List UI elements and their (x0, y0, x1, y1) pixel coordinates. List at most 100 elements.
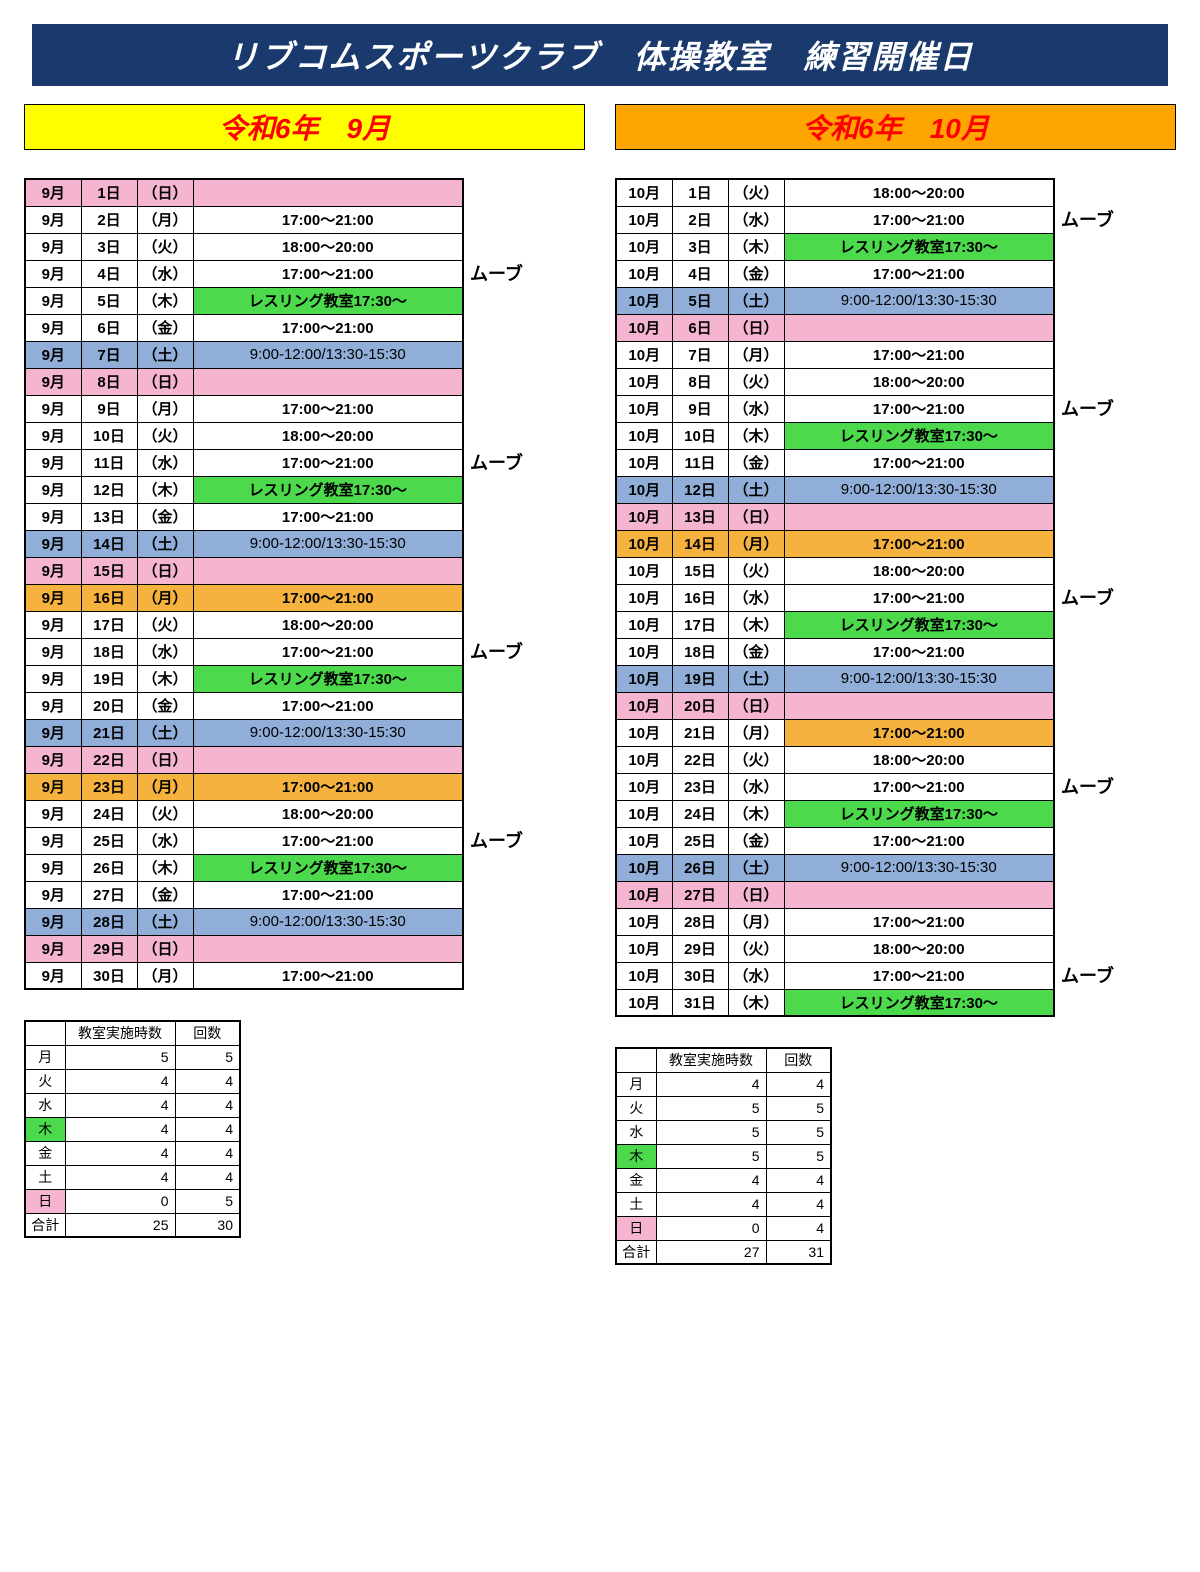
cell-time: 18:00～20:00 (784, 557, 1054, 584)
calendar-row: 10月14日（月）17:00～21:00 (616, 530, 1054, 557)
calendar-row: 9月4日（水）17:00～21:00 (25, 260, 463, 287)
cell-day: 29日 (672, 935, 728, 962)
cell-weekday: （日） (728, 314, 784, 341)
cell-time: 17:00～21:00 (784, 962, 1054, 989)
side-label (1061, 826, 1114, 853)
cell-weekday: （火） (137, 422, 193, 449)
cell-time: 18:00～20:00 (193, 800, 463, 827)
summary-total-row: 合計2731 (616, 1240, 831, 1264)
cell-weekday: （月） (137, 584, 193, 611)
cell-day: 23日 (672, 773, 728, 800)
side-labels: ムーブムーブムーブムーブムーブ (1055, 178, 1114, 1015)
cell-time (193, 935, 463, 962)
calendar-row: 10月15日（火）18:00～20:00 (616, 557, 1054, 584)
cell-month: 9月 (25, 287, 81, 314)
cell-weekday: （水） (137, 638, 193, 665)
cell-day: 9日 (81, 395, 137, 422)
cell-time: 17:00～21:00 (193, 584, 463, 611)
cell-weekday: （日） (137, 935, 193, 962)
cell-time: レスリング教室17:30～ (784, 989, 1054, 1016)
cell-month: 10月 (616, 341, 672, 368)
side-label (1061, 907, 1114, 934)
side-label (470, 664, 523, 691)
summary-hours: 4 (65, 1093, 175, 1117)
cell-weekday: （土） (137, 719, 193, 746)
summary-count: 5 (766, 1144, 831, 1168)
cell-month: 9月 (25, 827, 81, 854)
side-label: ムーブ (470, 826, 523, 853)
cell-weekday: （火） (728, 368, 784, 395)
cell-time (784, 881, 1054, 908)
cell-month: 9月 (25, 395, 81, 422)
cell-time (193, 557, 463, 584)
side-label (1061, 880, 1114, 907)
cell-weekday: （土） (728, 476, 784, 503)
cell-time: 9:00-12:00/13:30-15:30 (193, 908, 463, 935)
cell-time (784, 503, 1054, 530)
cell-time: 17:00～21:00 (193, 503, 463, 530)
cell-month: 10月 (616, 881, 672, 908)
summary-hours: 4 (65, 1141, 175, 1165)
summary-hours: 4 (65, 1117, 175, 1141)
side-label (470, 772, 523, 799)
cell-month: 10月 (616, 584, 672, 611)
calendar-row: 10月9日（水）17:00～21:00 (616, 395, 1054, 422)
cell-time: 17:00～21:00 (193, 827, 463, 854)
cell-time: 17:00～21:00 (193, 638, 463, 665)
cell-weekday: （水） (137, 260, 193, 287)
side-label (1061, 745, 1114, 772)
summary-total-count: 30 (175, 1213, 240, 1237)
side-label (470, 502, 523, 529)
cell-day: 16日 (672, 584, 728, 611)
calendar-row: 9月26日（木）レスリング教室17:30～ (25, 854, 463, 881)
calendar-row: 9月11日（水）17:00～21:00 (25, 449, 463, 476)
cell-month: 9月 (25, 530, 81, 557)
month-header: 令和6年 10月 (615, 104, 1176, 150)
cell-day: 3日 (672, 233, 728, 260)
side-label (1061, 475, 1114, 502)
cell-day: 5日 (81, 287, 137, 314)
cell-time: レスリング教室17:30～ (784, 233, 1054, 260)
cell-weekday: （火） (137, 800, 193, 827)
calendar-row: 10月13日（日） (616, 503, 1054, 530)
cell-month: 10月 (616, 908, 672, 935)
calendar-row: 10月5日（土）9:00-12:00/13:30-15:30 (616, 287, 1054, 314)
cell-day: 3日 (81, 233, 137, 260)
cell-day: 7日 (81, 341, 137, 368)
cell-weekday: （金） (728, 827, 784, 854)
summary-dayofweek: 月 (616, 1072, 656, 1096)
cell-weekday: （木） (728, 233, 784, 260)
summary-count: 5 (175, 1189, 240, 1213)
cell-day: 24日 (672, 800, 728, 827)
side-label (1061, 691, 1114, 718)
cell-time: 18:00～20:00 (784, 368, 1054, 395)
calendar-row: 9月16日（月）17:00～21:00 (25, 584, 463, 611)
cell-month: 10月 (616, 530, 672, 557)
calendar-row: 9月28日（土）9:00-12:00/13:30-15:30 (25, 908, 463, 935)
cell-month: 9月 (25, 179, 81, 206)
summary-count: 4 (175, 1165, 240, 1189)
calendar-row: 10月18日（金）17:00～21:00 (616, 638, 1054, 665)
summary-count: 4 (766, 1192, 831, 1216)
calendar-row: 10月1日（火）18:00～20:00 (616, 179, 1054, 206)
cell-month: 10月 (616, 638, 672, 665)
summary-dayofweek: 土 (25, 1165, 65, 1189)
side-label (470, 313, 523, 340)
cell-time: 18:00～20:00 (784, 179, 1054, 206)
side-label (1061, 853, 1114, 880)
summary-count: 4 (175, 1117, 240, 1141)
cell-time: 9:00-12:00/13:30-15:30 (784, 476, 1054, 503)
side-label (1061, 340, 1114, 367)
side-label (1061, 934, 1114, 961)
calendar-row: 10月23日（水）17:00～21:00 (616, 773, 1054, 800)
summary-count: 4 (175, 1141, 240, 1165)
cell-time: 17:00～21:00 (784, 638, 1054, 665)
calendar-row: 10月28日（月）17:00～21:00 (616, 908, 1054, 935)
calendar-row: 10月17日（木）レスリング教室17:30～ (616, 611, 1054, 638)
calendar-row: 9月18日（水）17:00～21:00 (25, 638, 463, 665)
cell-weekday: （金） (137, 503, 193, 530)
cell-weekday: （木） (728, 422, 784, 449)
summary-row: 金44 (616, 1168, 831, 1192)
cell-day: 24日 (81, 800, 137, 827)
calendar-row: 9月3日（火）18:00～20:00 (25, 233, 463, 260)
